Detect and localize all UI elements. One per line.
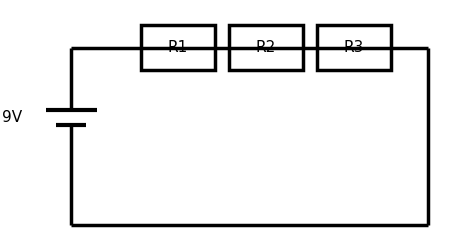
Text: R3: R3 <box>344 40 364 55</box>
FancyBboxPatch shape <box>141 25 215 70</box>
FancyBboxPatch shape <box>317 25 391 70</box>
Text: R2: R2 <box>255 40 276 55</box>
FancyBboxPatch shape <box>228 25 303 70</box>
Text: 9V: 9V <box>2 110 23 125</box>
Text: R1: R1 <box>167 40 188 55</box>
